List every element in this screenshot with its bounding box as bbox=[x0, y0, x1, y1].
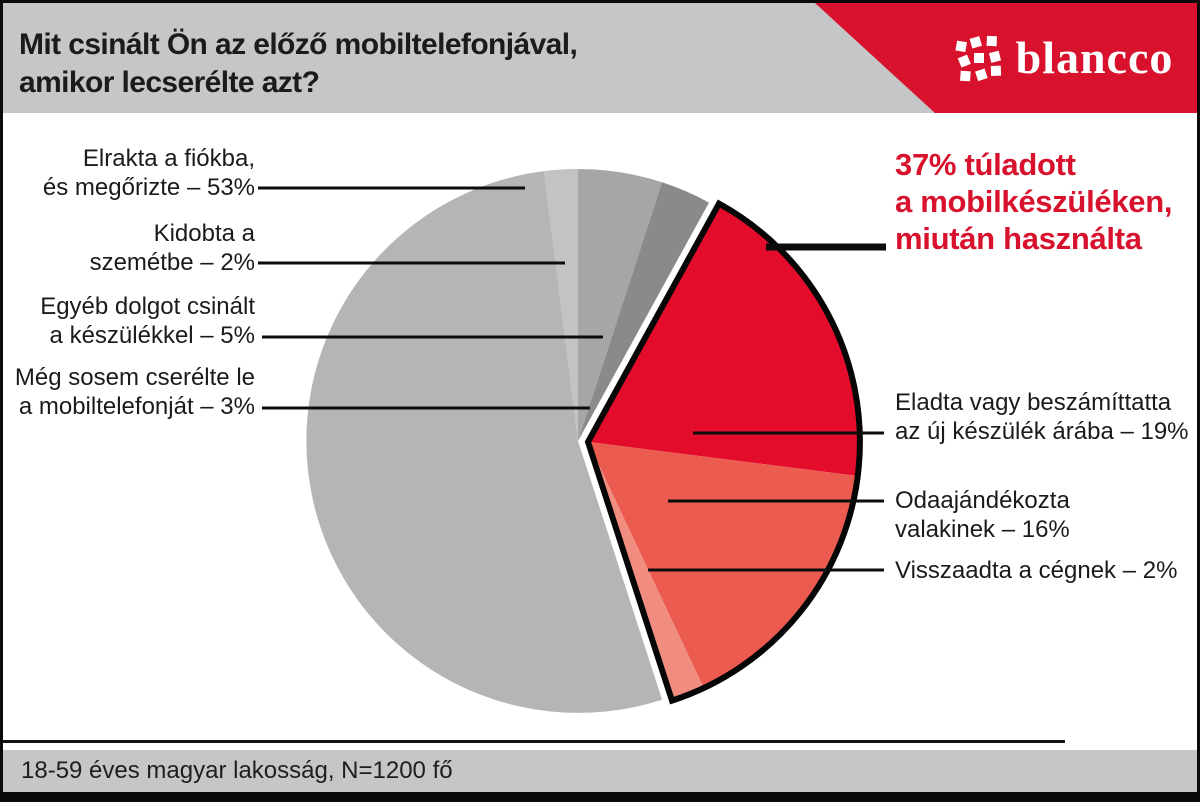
pie-label-right-2: Visszaadta a cégnek – 2% bbox=[895, 557, 1178, 584]
footer-rule bbox=[3, 740, 1065, 743]
pie-label-left-0: Elrakta a fiókba, és megőrizte – 53% bbox=[42, 145, 255, 201]
pie-slice-1 bbox=[578, 168, 663, 441]
pie-label-left-3: Még sosem cserélte le a mobiltelefonját … bbox=[14, 364, 255, 420]
pie-slice-5 bbox=[588, 441, 704, 701]
pie-slice-2 bbox=[578, 182, 709, 442]
brand-wordmark: blancco bbox=[1015, 32, 1174, 83]
pie-label-left-1: Kidobta a szemétbe – 2% bbox=[89, 220, 255, 276]
pie-slice-4 bbox=[588, 441, 858, 689]
pie-slice-3 bbox=[588, 203, 860, 476]
pie-label-right-0: Eladta vagy beszámíttatta az új készülék… bbox=[895, 389, 1189, 445]
page-title: Mit csinált Ön az előző mobiltelefonjáva… bbox=[19, 28, 578, 99]
pie-slice-6 bbox=[306, 171, 663, 713]
highlight-group-outline bbox=[584, 199, 863, 705]
footer-bar: 18-59 éves magyar lakosság, N=1200 fő bbox=[3, 750, 1197, 792]
pie-label-right-1: Odaajándékozta valakinek – 16% bbox=[895, 487, 1070, 543]
pie-slice-0 bbox=[543, 168, 578, 441]
pie-label-left-2: Egyéb dolgot csinált a készülékkel – 5% bbox=[40, 293, 255, 349]
highlight-callout: 37% túladott a mobilkészüléken, miután h… bbox=[895, 147, 1173, 256]
footer-note: 18-59 éves magyar lakosság, N=1200 fő bbox=[21, 757, 453, 784]
